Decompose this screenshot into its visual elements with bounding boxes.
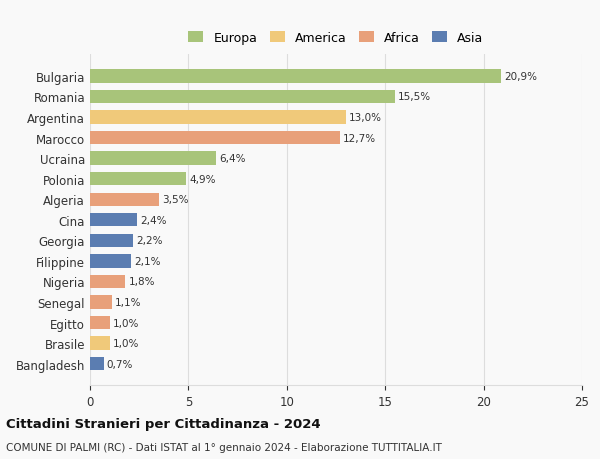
Text: 20,9%: 20,9% <box>504 72 537 82</box>
Bar <box>90 90 395 104</box>
Bar <box>90 213 137 227</box>
Text: 12,7%: 12,7% <box>343 133 376 143</box>
Bar <box>90 132 340 145</box>
Text: 2,2%: 2,2% <box>136 236 163 246</box>
Text: 4,9%: 4,9% <box>190 174 216 185</box>
Bar <box>90 316 110 330</box>
Text: Cittadini Stranieri per Cittadinanza - 2024: Cittadini Stranieri per Cittadinanza - 2… <box>6 417 320 430</box>
Bar <box>90 234 133 247</box>
Text: COMUNE DI PALMI (RC) - Dati ISTAT al 1° gennaio 2024 - Elaborazione TUTTITALIA.I: COMUNE DI PALMI (RC) - Dati ISTAT al 1° … <box>6 442 442 452</box>
Text: 1,0%: 1,0% <box>113 338 139 348</box>
Bar <box>90 275 125 289</box>
Bar <box>90 357 104 370</box>
Text: 1,0%: 1,0% <box>113 318 139 328</box>
Bar <box>90 337 110 350</box>
Text: 1,1%: 1,1% <box>115 297 141 308</box>
Bar <box>90 152 216 165</box>
Text: 13,0%: 13,0% <box>349 113 382 123</box>
Bar <box>90 173 187 186</box>
Legend: Europa, America, Africa, Asia: Europa, America, Africa, Asia <box>185 28 487 49</box>
Bar <box>90 111 346 124</box>
Text: 2,4%: 2,4% <box>140 215 167 225</box>
Text: 3,5%: 3,5% <box>162 195 188 205</box>
Text: 15,5%: 15,5% <box>398 92 431 102</box>
Text: 2,1%: 2,1% <box>134 256 161 266</box>
Text: 0,7%: 0,7% <box>107 359 133 369</box>
Bar <box>90 296 112 309</box>
Bar <box>90 70 502 84</box>
Text: 6,4%: 6,4% <box>219 154 245 164</box>
Text: 1,8%: 1,8% <box>128 277 155 287</box>
Bar <box>90 193 159 207</box>
Bar <box>90 255 131 268</box>
